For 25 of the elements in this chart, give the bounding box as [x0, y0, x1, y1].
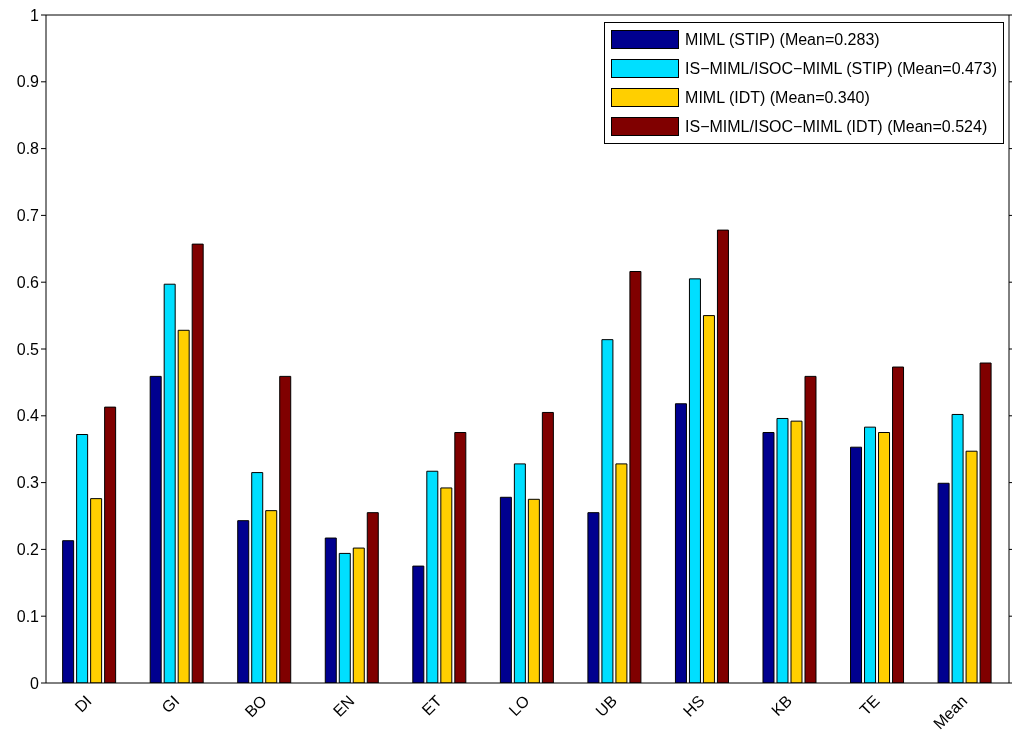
legend-label: IS−MIML/ISOC−MIML (STIP) (Mean=0.473)	[685, 59, 997, 78]
legend-label: MIML (STIP) (Mean=0.283)	[685, 30, 880, 49]
x-tick-label: BO	[241, 692, 270, 721]
y-tick-label: 0.1	[16, 607, 40, 625]
y-tick-label: 0.2	[16, 541, 40, 559]
x-tick-label: ET	[418, 691, 446, 719]
x-tick-label: UB	[592, 692, 621, 720]
y-tick-label: 0	[30, 674, 40, 692]
x-tick-label: GI	[158, 692, 183, 717]
legend-label: MIML (IDT) (Mean=0.340)	[685, 88, 870, 107]
y-tick-label: 0.8	[16, 140, 40, 158]
y-tick-label: 0.6	[16, 273, 40, 291]
y-tick-label: 0.9	[16, 73, 40, 91]
y-tick-label: 0.5	[16, 340, 40, 358]
x-tick-label: DI	[71, 692, 95, 716]
y-tick-label: 0.3	[16, 474, 40, 492]
x-tick-label: EN	[329, 692, 358, 720]
x-tick-label: LO	[505, 692, 533, 720]
x-tick-label: KB	[768, 692, 796, 720]
x-tick-label: HS	[679, 692, 708, 720]
y-tick-label: 0.4	[16, 407, 40, 425]
legend-label: IS−MIML/ISOC−MIML (IDT) (Mean=0.524)	[685, 117, 988, 136]
y-tick-label: 1	[30, 6, 40, 24]
x-tick-label: TE	[856, 692, 883, 719]
y-tick-label: 0.7	[16, 207, 40, 225]
